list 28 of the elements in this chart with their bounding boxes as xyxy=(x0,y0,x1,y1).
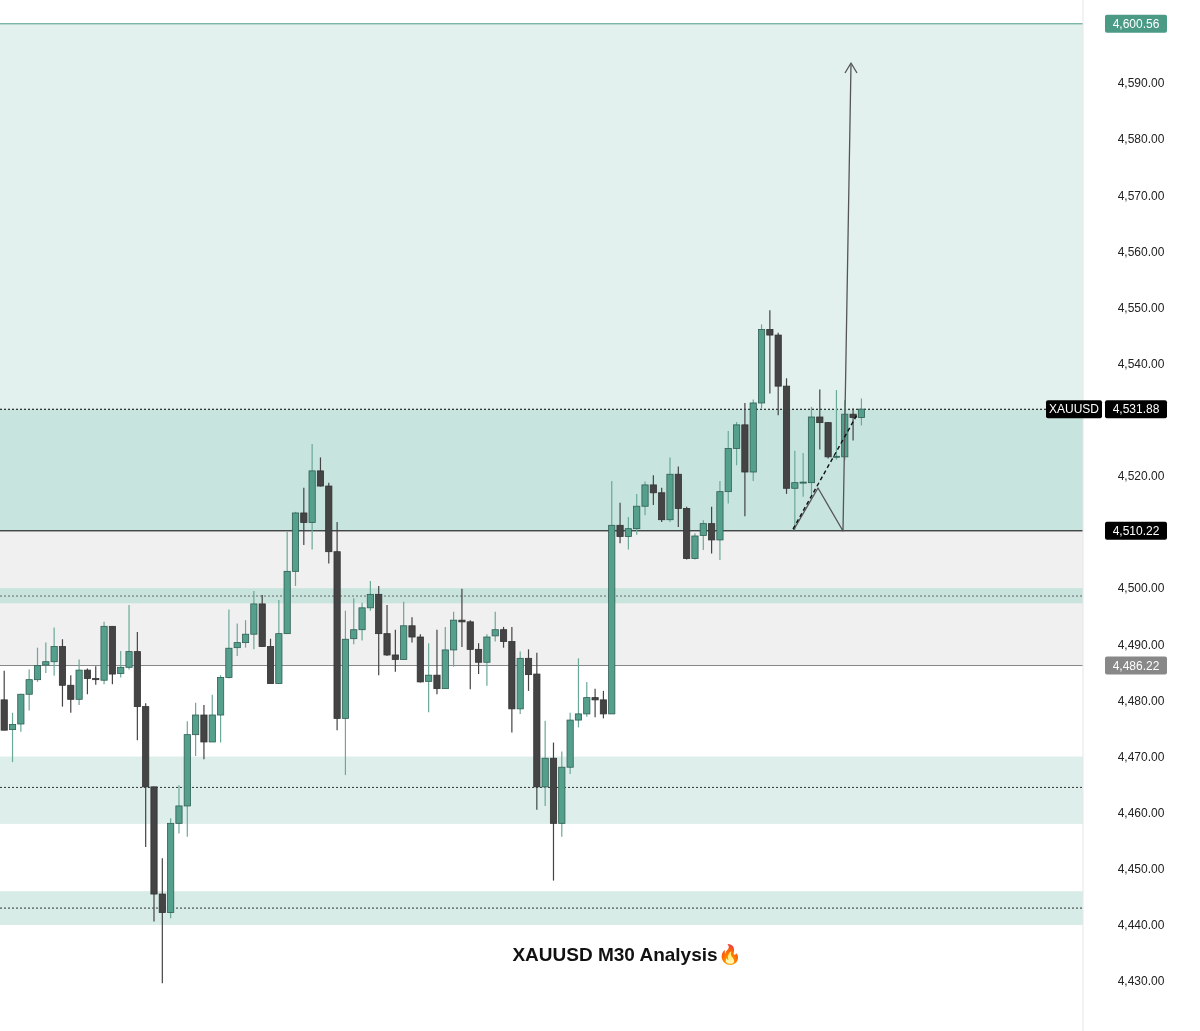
y-tick-label: 4,480.00 xyxy=(1117,693,1165,708)
candlestick xyxy=(425,642,433,713)
ref-line-label: 4,531.88 xyxy=(1112,402,1160,417)
y-tick-label: 4,520.00 xyxy=(1117,469,1165,484)
candlestick xyxy=(849,407,857,442)
y-tick-label: 4,580.00 xyxy=(1117,132,1165,147)
candlestick xyxy=(708,506,716,554)
y-tick-label: 4,470.00 xyxy=(1117,749,1165,764)
candlestick xyxy=(300,487,308,546)
y-tick-label: 4,590.00 xyxy=(1117,76,1165,91)
text: XAUUSD M30 Analysis🔥 xyxy=(512,943,742,966)
candlestick xyxy=(857,397,865,427)
y-tick-label: 4,570.00 xyxy=(1117,188,1165,203)
y-tick-label: 4,430.00 xyxy=(1117,974,1165,989)
y-tick-label: 4,440.00 xyxy=(1117,918,1165,933)
ref-line-label: 4,510.22 xyxy=(1112,524,1160,539)
ref-line-label: 4,486.22 xyxy=(1112,658,1160,673)
y-tick-label: 4,450.00 xyxy=(1117,862,1165,876)
candlestick xyxy=(433,629,441,695)
y-tick-label: 4,550.00 xyxy=(1117,300,1165,315)
y-tick-label: 4,500.00 xyxy=(1117,581,1165,596)
y-tick-label: 4,460.00 xyxy=(1117,805,1165,820)
y-tick-label: 4,540.00 xyxy=(1117,356,1165,371)
candlestick xyxy=(616,502,624,544)
ref-line-label: 4,600.56 xyxy=(1112,17,1160,31)
y-tick-label: 4,490.00 xyxy=(1117,637,1165,652)
annotation: XAUUSD xyxy=(1048,402,1100,417)
y-tick-label: 4,560.00 xyxy=(1117,244,1165,259)
